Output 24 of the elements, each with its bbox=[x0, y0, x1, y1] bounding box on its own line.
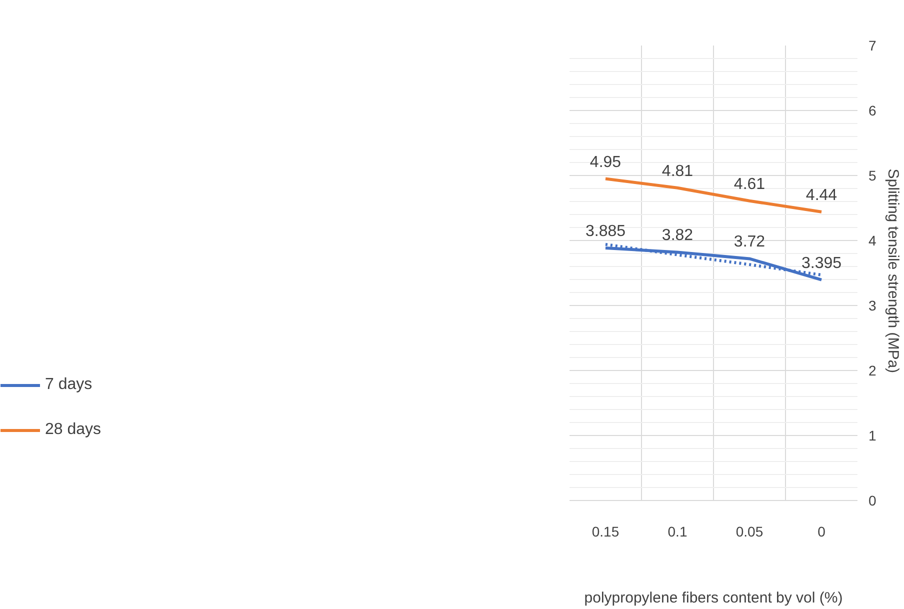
y-axis-title: Splitting tensile strength (MPa) bbox=[884, 168, 902, 374]
data-label: 3.395 bbox=[801, 254, 842, 272]
data-label: 3.72 bbox=[734, 234, 766, 251]
y-tick-label: 0 bbox=[868, 492, 876, 508]
data-label: 4.81 bbox=[662, 162, 694, 180]
y-tick-label: 7 bbox=[868, 38, 876, 54]
y-tick-label: 5 bbox=[868, 168, 876, 184]
y-tick-label: 3 bbox=[868, 298, 876, 314]
data-label: 4.95 bbox=[590, 154, 622, 171]
x-tick-label: 0 bbox=[818, 524, 826, 540]
data-label: 3.82 bbox=[662, 227, 694, 244]
x-tick-label: 0.05 bbox=[736, 524, 764, 540]
data-label: 3.885 bbox=[585, 222, 626, 240]
y-tick-label: 1 bbox=[868, 428, 876, 444]
x-tick-label: 0.1 bbox=[668, 524, 688, 540]
data-label: 4.61 bbox=[734, 176, 766, 193]
y-tick-label: 6 bbox=[868, 102, 876, 118]
y-tick-label: 4 bbox=[868, 232, 876, 248]
y-tick-label: 2 bbox=[868, 362, 876, 378]
x-axis-title: polypropylene fibers content by vol (%) bbox=[584, 590, 843, 606]
x-tick-label: 0.15 bbox=[592, 524, 620, 540]
data-label: 4.44 bbox=[806, 186, 838, 204]
legend-label: 7 days bbox=[45, 376, 92, 394]
legend-label: 28 days bbox=[45, 421, 102, 439]
